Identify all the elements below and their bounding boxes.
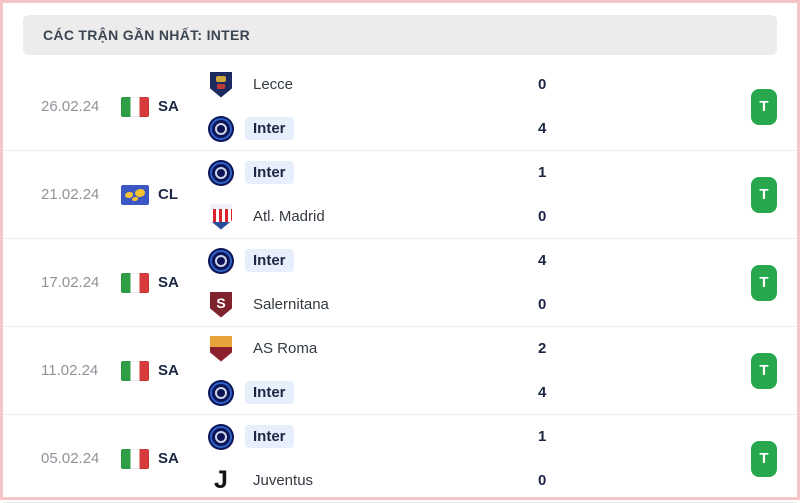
- team-row: Atl. Madrid 0: [208, 195, 580, 239]
- competition-flag-icon: [121, 96, 149, 117]
- team-name[interactable]: Inter: [245, 425, 294, 448]
- competition-code: SA: [158, 274, 179, 291]
- team-score: 0: [538, 208, 547, 225]
- result-badge-win[interactable]: T: [751, 352, 777, 389]
- match-row[interactable]: 05.02.24 SA Inter 1 Juventus 0 T: [3, 415, 797, 503]
- team-row: Inter 1: [208, 151, 580, 195]
- teams-column: Inter 1 Juventus 0: [208, 415, 580, 503]
- team-name[interactable]: Atl. Madrid: [253, 208, 325, 225]
- team-row: AS Roma 2: [208, 327, 580, 371]
- match-row[interactable]: 11.02.24 SA AS Roma 2 Inter 4 T: [3, 327, 797, 415]
- team-score: 0: [538, 76, 547, 93]
- team-name[interactable]: Inter: [245, 249, 294, 272]
- team-score: 4: [538, 384, 547, 401]
- competition: SA: [121, 448, 208, 469]
- match-date: 11.02.24: [41, 362, 99, 379]
- match-date: 17.02.24: [41, 274, 100, 291]
- section-header: CÁC TRẬN GẦN NHẤT: INTER: [23, 15, 777, 55]
- team-name[interactable]: Juventus: [253, 472, 314, 489]
- match-row[interactable]: 26.02.24 SA Lecce 0 Inter 4 T: [3, 63, 797, 151]
- team-crest-icon: [208, 379, 234, 406]
- team-row: Inter 4: [208, 107, 580, 151]
- competition-flag-icon: [121, 448, 149, 469]
- team-crest-icon: [208, 203, 234, 230]
- competition-flag-icon: [121, 360, 149, 381]
- team-name[interactable]: Lecce: [253, 76, 294, 93]
- team-row: Inter 1: [208, 415, 580, 459]
- team-score: 0: [538, 296, 547, 313]
- team-name[interactable]: Inter: [245, 381, 294, 404]
- team-row: Juventus 0: [208, 459, 580, 503]
- result-badge-win[interactable]: T: [751, 264, 777, 301]
- teams-column: Inter 4 Salernitana 0: [208, 239, 580, 327]
- teams-column: Lecce 0 Inter 4: [208, 63, 580, 151]
- recent-matches-title: CÁC TRẬN GẦN NHẤT: INTER: [43, 27, 251, 43]
- teams-column: AS Roma 2 Inter 4: [208, 327, 580, 415]
- team-name[interactable]: Salernitana: [253, 296, 329, 313]
- competition-flag-icon: [121, 184, 149, 205]
- team-row: Inter 4: [208, 239, 580, 283]
- match-date: 21.02.24: [41, 186, 100, 203]
- competition: CL: [121, 184, 208, 205]
- team-name[interactable]: Inter: [245, 161, 294, 184]
- competition-code: CL: [158, 186, 178, 203]
- competition: SA: [121, 272, 208, 293]
- team-crest-icon: [208, 115, 234, 142]
- match-date: 26.02.24: [41, 98, 100, 115]
- team-crest-icon: [208, 159, 234, 186]
- team-crest-icon: [208, 247, 234, 274]
- team-row: Inter 4: [208, 371, 580, 415]
- result-badge-win[interactable]: T: [751, 440, 777, 477]
- teams-column: Inter 1 Atl. Madrid 0: [208, 151, 580, 239]
- result-badge-win[interactable]: T: [751, 176, 777, 213]
- result-badge-win[interactable]: T: [751, 88, 777, 125]
- competition-code: SA: [158, 450, 179, 467]
- team-crest-icon: [208, 468, 234, 494]
- team-score: 4: [538, 120, 547, 137]
- team-score: 4: [538, 252, 547, 269]
- competition-flag-icon: [121, 272, 149, 293]
- competition-code: SA: [158, 362, 179, 379]
- competition: SA: [121, 360, 208, 381]
- team-crest-icon: [208, 423, 234, 450]
- team-name[interactable]: Inter: [245, 117, 294, 140]
- match-row[interactable]: 17.02.24 SA Inter 4 Salernitana 0 T: [3, 239, 797, 327]
- team-crest-icon: [208, 71, 234, 98]
- match-date: 05.02.24: [41, 450, 100, 467]
- team-score: 1: [538, 164, 547, 181]
- match-row[interactable]: 21.02.24 CL Inter 1 Atl. Madrid 0 T: [3, 151, 797, 239]
- team-row: Lecce 0: [208, 63, 580, 107]
- team-row: Salernitana 0: [208, 283, 580, 327]
- competition: SA: [121, 96, 208, 117]
- team-name[interactable]: AS Roma: [253, 340, 318, 357]
- team-score: 2: [538, 340, 547, 357]
- competition-code: SA: [158, 98, 179, 115]
- team-crest-icon: [208, 335, 234, 362]
- team-score: 0: [538, 472, 547, 489]
- team-score: 1: [538, 428, 547, 445]
- team-crest-icon: [208, 291, 234, 318]
